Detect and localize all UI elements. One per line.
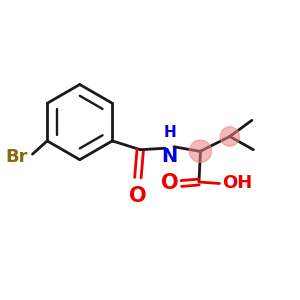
Circle shape — [220, 127, 239, 146]
Text: Br: Br — [6, 148, 28, 166]
Text: OH: OH — [223, 175, 253, 193]
Text: N: N — [161, 147, 178, 166]
Text: O: O — [129, 186, 147, 206]
Text: H: H — [163, 125, 176, 140]
Text: O: O — [161, 173, 178, 194]
Circle shape — [189, 140, 212, 162]
